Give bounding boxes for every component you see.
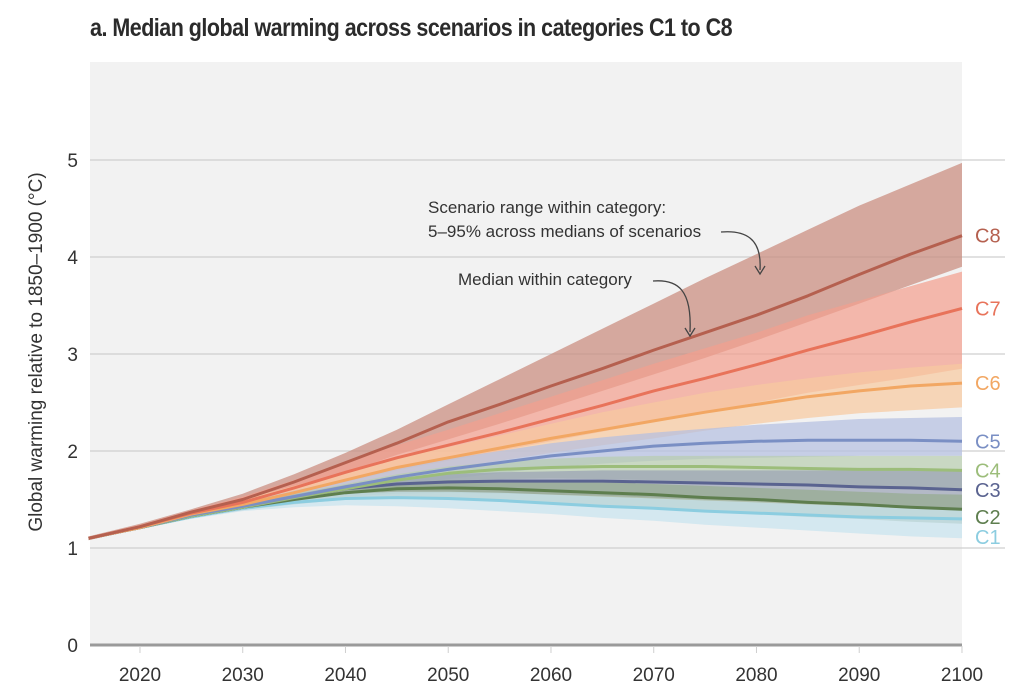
annotation-median-arrow (652, 280, 691, 333)
y-tick-label-0: 0 (67, 636, 78, 657)
y-tick-labels: 0 1 2 3 4 5 (67, 151, 78, 657)
median-lines (88, 234, 963, 540)
median-line-c6 (88, 381, 963, 540)
category-label-c2: C2 (975, 507, 1001, 529)
median-line-c5 (88, 438, 963, 540)
x-tick-label-2080: 2080 (735, 665, 777, 686)
band-c7 (88, 271, 963, 540)
y-tick-label-3: 3 (67, 345, 78, 366)
y-tick-label-1: 1 (67, 539, 78, 560)
category-label-c4: C4 (975, 460, 1001, 482)
x-tick-labels: 2020 2030 2040 2050 2060 2070 2080 2090 2100 (119, 665, 983, 686)
band-c5 (88, 417, 963, 540)
median-line-c7 (88, 306, 963, 540)
y-tick-label-2: 2 (67, 442, 78, 463)
y-tick-label-4: 4 (67, 248, 78, 269)
arrowhead-icon (684, 327, 696, 338)
annotation-range-arrow (720, 231, 761, 271)
median-line-c8 (88, 234, 963, 540)
annotations: Scenario range within category: 5–95% ac… (428, 198, 766, 338)
y-tick-label-5: 5 (67, 151, 78, 172)
category-label-c1: C1 (975, 527, 1001, 549)
annotation-range-line2: 5–95% across medians of scenarios (428, 222, 701, 241)
x-tick-label-2070: 2070 (633, 665, 675, 686)
x-tick-label-2020: 2020 (119, 665, 161, 686)
arrowhead-icon (754, 265, 766, 276)
x-tick-label-2090: 2090 (838, 665, 880, 686)
category-label-c3: C3 (975, 480, 1001, 502)
annotation-median-text: Median within category (458, 270, 632, 289)
x-tick-label-2100: 2100 (941, 665, 983, 686)
band-c1 (88, 491, 963, 540)
category-label-c7: C7 (975, 298, 1001, 320)
x-tick-label-2050: 2050 (427, 665, 469, 686)
chart-title: a. Median global warming across scenario… (90, 14, 733, 42)
band-c8 (88, 162, 963, 541)
x-tick-label-2040: 2040 (324, 665, 366, 686)
x-tick-label-2030: 2030 (222, 665, 264, 686)
y-axis-label: Global warming relative to 1850–1900 (°C… (26, 172, 47, 531)
axes (90, 643, 963, 653)
annotation-range-line1: Scenario range within category: (428, 198, 666, 217)
category-label-c5: C5 (975, 431, 1001, 453)
category-label-c6: C6 (975, 373, 1001, 395)
category-label-c8: C8 (975, 226, 1001, 248)
x-tick-label-2060: 2060 (530, 665, 572, 686)
